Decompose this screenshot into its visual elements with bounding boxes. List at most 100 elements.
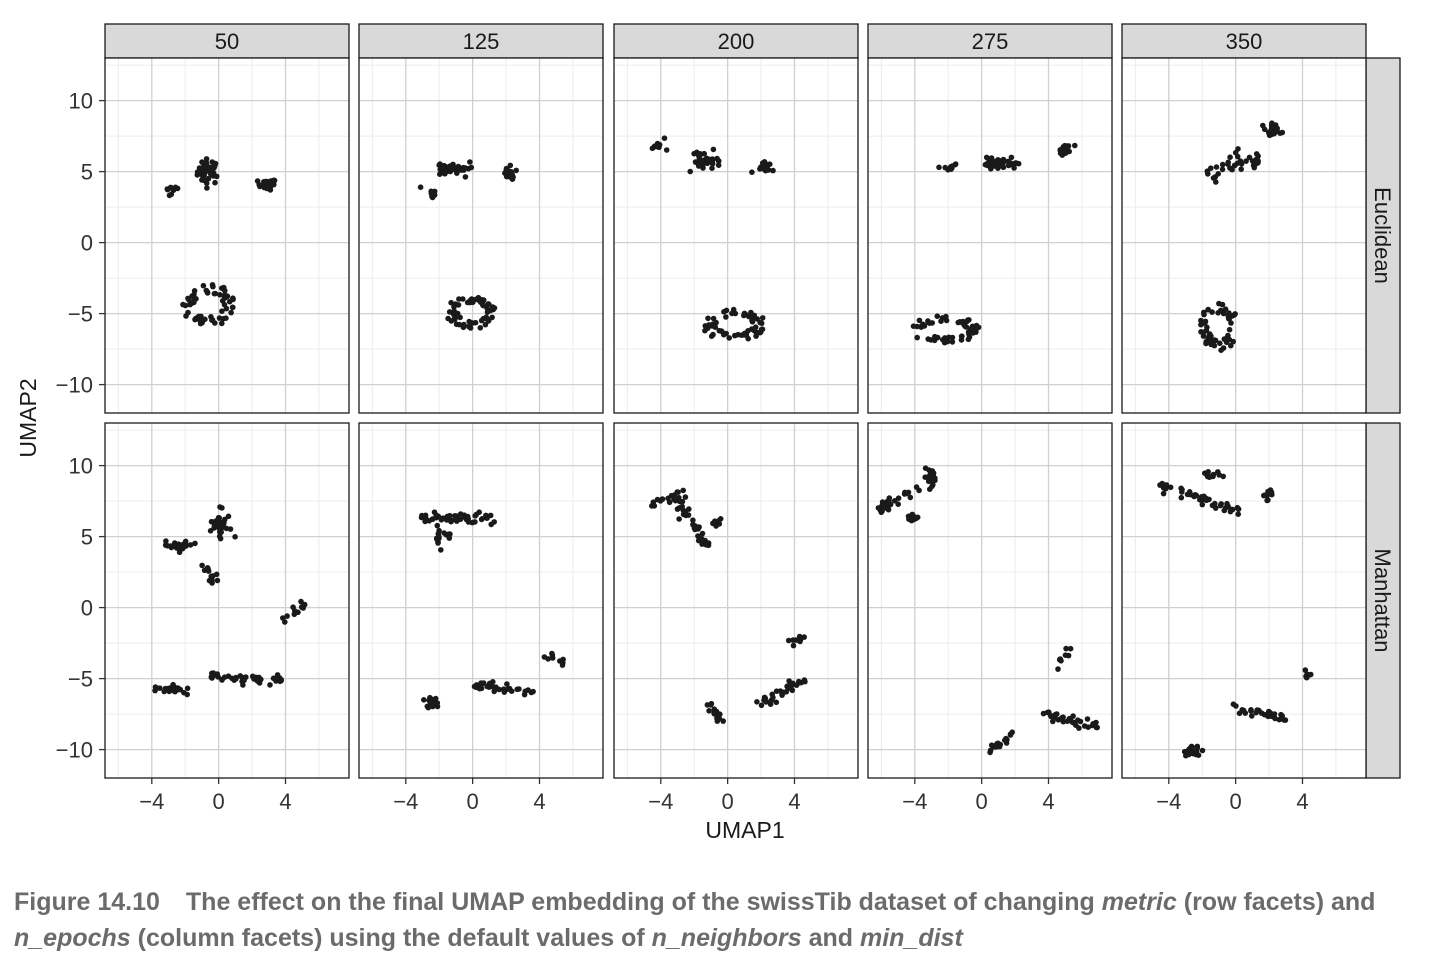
col-strip-label: 125: [463, 29, 500, 54]
data-point: [170, 681, 176, 688]
data-point: [1219, 166, 1226, 173]
x-tick-label: −4: [393, 789, 418, 814]
data-point: [184, 685, 191, 692]
data-point: [1228, 320, 1234, 326]
data-point: [749, 317, 755, 324]
data-point: [187, 542, 194, 548]
x-axis-title: UMAP1: [705, 817, 784, 843]
data-point: [1268, 122, 1275, 128]
panel-border: [867, 422, 1113, 779]
y-axis-title: UMAP2: [15, 378, 41, 457]
data-point: [491, 305, 498, 311]
data-point: [171, 543, 178, 549]
panel-background: [614, 423, 858, 778]
x-tick-label: 0: [976, 789, 988, 814]
data-point: [1234, 153, 1241, 160]
data-point: [960, 318, 966, 325]
data-point: [702, 323, 709, 329]
data-point: [1218, 347, 1224, 354]
data-point: [200, 173, 206, 180]
data-point: [922, 465, 929, 472]
data-point: [506, 685, 513, 692]
data-point: [240, 682, 246, 688]
data-point: [973, 329, 979, 335]
data-point: [549, 655, 556, 661]
data-point: [200, 282, 207, 289]
data-point: [1054, 711, 1060, 717]
data-point: [659, 496, 665, 503]
caption-text-1: The effect on the final UMAP embedding o…: [185, 888, 1102, 916]
faceted-umap-scatter-chart: 50 125 200 275 350EuclideanManhattan1050−5−1…: [15, 23, 1401, 843]
data-point: [1059, 715, 1065, 721]
data-point: [439, 515, 445, 522]
data-point: [710, 315, 717, 322]
data-point: [490, 679, 496, 685]
data-point: [687, 168, 693, 175]
data-point: [205, 175, 212, 182]
data-point: [729, 310, 735, 317]
data-point: [1198, 494, 1205, 500]
data-point: [467, 299, 473, 305]
data-point: [1242, 710, 1249, 716]
data-point: [199, 159, 205, 165]
data-point: [1226, 326, 1233, 333]
data-point: [208, 170, 215, 177]
data-point: [451, 304, 457, 310]
data-point: [1203, 495, 1209, 502]
data-point: [1269, 491, 1275, 498]
data-point: [549, 650, 555, 657]
data-point: [197, 320, 204, 327]
data-point: [1075, 717, 1081, 723]
data-point: [763, 699, 769, 705]
data-point: [649, 503, 655, 509]
data-point: [421, 697, 427, 703]
data-point: [1243, 158, 1249, 164]
data-point: [716, 521, 723, 527]
data-point: [695, 537, 702, 544]
data-point: [785, 685, 791, 692]
data-point: [488, 521, 495, 528]
data-point: [661, 135, 668, 141]
data-point: [469, 320, 476, 326]
data-point: [291, 611, 298, 618]
data-point: [194, 169, 201, 175]
data-point: [1210, 175, 1217, 181]
data-point: [1085, 724, 1091, 730]
data-point: [1056, 656, 1063, 663]
data-point: [992, 159, 999, 166]
data-point: [682, 494, 689, 500]
data-point: [163, 538, 169, 544]
data-point: [168, 191, 175, 198]
x-tick-label: 0: [467, 789, 479, 814]
data-point: [1186, 751, 1192, 758]
panel-points: [875, 465, 1100, 756]
y-tick-label: 0: [81, 596, 93, 621]
data-point: [1210, 473, 1216, 480]
data-point: [203, 156, 210, 162]
data-point: [878, 509, 885, 516]
data-point: [1181, 748, 1188, 755]
data-point: [907, 494, 914, 501]
data-point: [1205, 335, 1211, 342]
data-point: [735, 331, 741, 338]
data-point: [204, 185, 210, 191]
data-point: [690, 517, 696, 523]
panel-background: [614, 58, 858, 413]
data-point: [199, 562, 205, 569]
data-point: [1055, 666, 1061, 672]
data-point: [1269, 130, 1275, 137]
data-point: [1212, 500, 1218, 507]
data-point: [895, 501, 901, 508]
data-point: [700, 165, 706, 171]
data-point: [229, 675, 235, 682]
data-point: [513, 167, 519, 174]
data-point: [228, 309, 234, 316]
data-point: [460, 167, 467, 173]
data-point: [213, 173, 220, 180]
data-point: [763, 161, 769, 168]
data-point: [1248, 708, 1254, 714]
data-point: [1065, 652, 1072, 659]
data-point: [1271, 714, 1277, 720]
data-point: [1193, 748, 1200, 755]
data-point: [438, 547, 444, 553]
